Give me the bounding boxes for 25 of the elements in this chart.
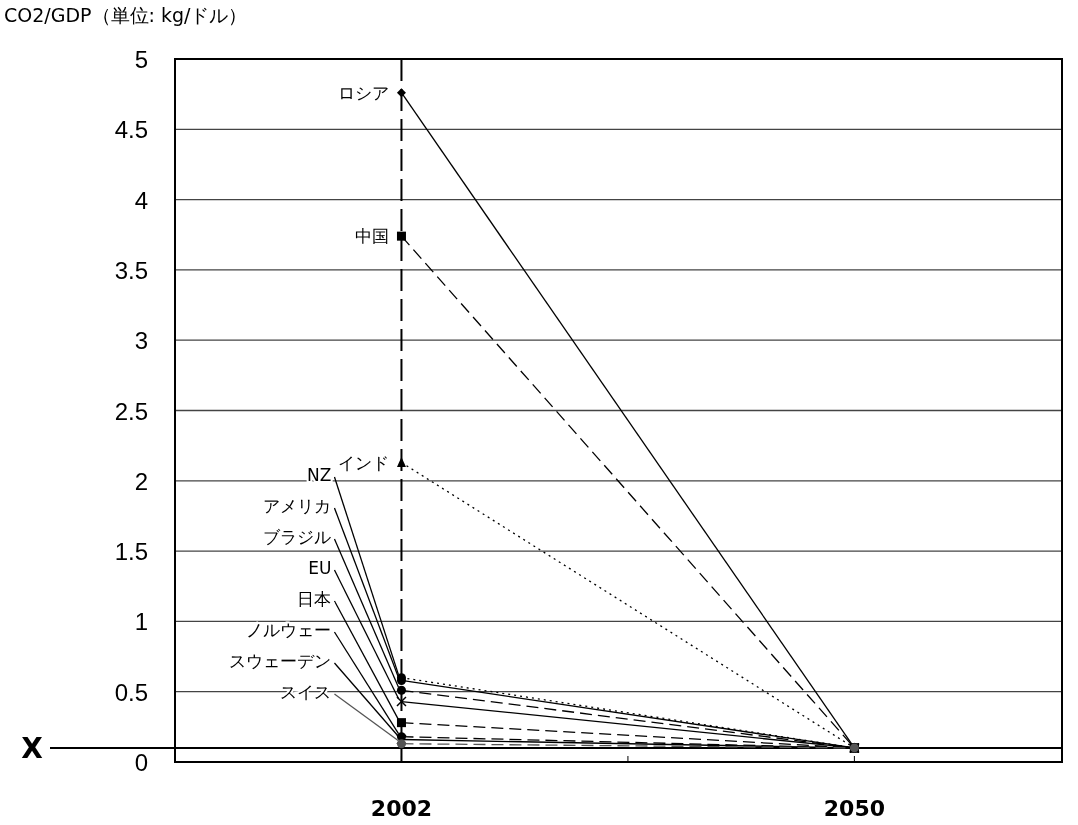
y-tick-label: 0.5 xyxy=(114,678,148,706)
text: スウェーデン xyxy=(229,651,332,671)
y-axis-title: CO2/GDP（単位: kg/ドル） xyxy=(4,4,248,26)
text: NZ xyxy=(307,465,332,485)
x-tick-label: 2050 xyxy=(823,796,886,821)
y-tick-label: 2 xyxy=(134,467,148,495)
y-tick-label: 2.5 xyxy=(114,397,148,425)
y-tick-label: 4.5 xyxy=(114,116,148,144)
y-tick-label: 1 xyxy=(134,608,148,636)
text: ノルウェー xyxy=(246,620,332,640)
y-tick-label: 3 xyxy=(134,327,148,355)
text: アメリカ xyxy=(263,496,332,516)
y-tick-label: 1.5 xyxy=(114,538,148,566)
text: EU xyxy=(308,558,332,578)
text: 日本 xyxy=(297,589,332,609)
y-tick-label: 5 xyxy=(134,46,148,73)
y-tick-label: 0 xyxy=(134,749,148,776)
text: ブラジル xyxy=(263,527,332,547)
series-label: インド xyxy=(338,452,390,473)
y-tick-label: 3.5 xyxy=(114,256,148,284)
y-tick-label: 4 xyxy=(134,186,148,214)
x-tick-label: 2002 xyxy=(370,796,433,821)
series-label: ロシア xyxy=(338,82,390,103)
series-label: 中国 xyxy=(355,226,390,247)
ref-line-label: X xyxy=(21,731,44,765)
